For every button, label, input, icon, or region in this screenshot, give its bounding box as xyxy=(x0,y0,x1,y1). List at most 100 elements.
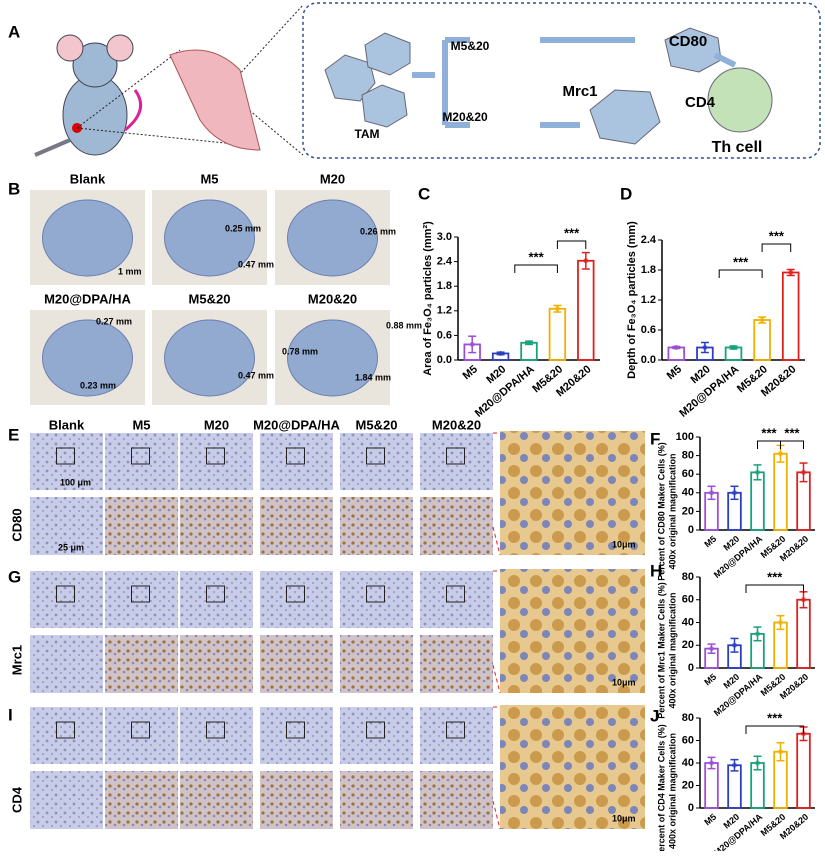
y-tick-label: 0 xyxy=(688,662,694,674)
bar xyxy=(520,341,538,361)
stain-image xyxy=(420,433,493,490)
y-tick-label: 20 xyxy=(682,639,694,651)
y-tick-label: 40 xyxy=(682,616,694,628)
roi-box xyxy=(446,721,465,739)
stain-image xyxy=(340,433,413,490)
stain-image-zoom xyxy=(420,497,493,555)
bar-swatch xyxy=(778,749,783,755)
label: F xyxy=(650,429,660,448)
label: CD4 xyxy=(9,786,24,813)
stain-image-zoom xyxy=(30,771,103,829)
label: 0.26 mm xyxy=(360,226,396,236)
bar-swatch xyxy=(755,469,760,475)
stain-image xyxy=(420,571,493,628)
label: E xyxy=(8,425,19,444)
roi-box xyxy=(286,447,305,465)
bar xyxy=(727,764,742,809)
bar-swatch xyxy=(673,345,679,350)
roi-box xyxy=(206,447,225,465)
y-tick-label: 80 xyxy=(682,712,694,724)
label: M20&20 xyxy=(432,417,481,432)
significance-bracket xyxy=(761,243,792,252)
y-tick-label: 1.8 xyxy=(641,264,656,276)
zoom-image xyxy=(500,705,645,829)
bar-swatch xyxy=(788,270,794,275)
stain-image xyxy=(340,571,413,628)
label: 10μm xyxy=(612,677,636,687)
stain-image xyxy=(180,571,253,628)
stain-image xyxy=(105,571,178,628)
bar-swatch xyxy=(554,306,560,312)
stain-image xyxy=(180,433,253,490)
zoom-image xyxy=(500,431,645,555)
roi-box xyxy=(56,721,75,739)
label: 0.47 mm xyxy=(238,259,274,269)
y-tick-label: 20 xyxy=(682,779,694,791)
label: Th cell xyxy=(712,139,763,156)
y-tick-label: 1.8 xyxy=(437,280,452,292)
label: M5 xyxy=(132,417,150,432)
label: 0.88 mm xyxy=(386,320,422,330)
label: Mrc1 xyxy=(562,83,597,100)
label: *** xyxy=(769,228,785,243)
stain-image-zoom xyxy=(340,497,413,555)
label: Blank xyxy=(70,171,106,186)
zoom-image xyxy=(500,569,645,693)
stain-image-zoom xyxy=(30,635,103,693)
bar xyxy=(548,307,567,361)
y-tick-label: 2.4 xyxy=(437,256,453,268)
label: Blank xyxy=(49,417,85,432)
roi-box xyxy=(446,585,465,603)
label: J xyxy=(650,706,659,725)
y-tick-label: 80 xyxy=(682,450,694,462)
label: *** xyxy=(767,569,783,584)
bar-swatch xyxy=(469,341,475,347)
roi-box xyxy=(131,447,150,465)
label: 0.78 mm xyxy=(282,346,318,356)
y-tick-label: 60 xyxy=(682,594,694,606)
label: *** xyxy=(733,254,749,269)
y-tick-label: 0.6 xyxy=(641,324,656,336)
roi-box xyxy=(131,721,150,739)
stain-image xyxy=(105,707,178,764)
label: M5&20 xyxy=(451,39,490,53)
label: 0.47 mm xyxy=(238,370,274,380)
y-tick-label: 3.0 xyxy=(437,231,452,243)
stain-image xyxy=(180,707,253,764)
roi-box xyxy=(366,721,385,739)
y-tick-label: 20 xyxy=(682,505,694,517)
label: 1 mm xyxy=(118,266,142,276)
label: D xyxy=(620,184,632,203)
stain-image-zoom xyxy=(420,635,493,693)
bar-swatch xyxy=(526,340,532,346)
label: M20@DPA/HA xyxy=(253,417,340,432)
significance-bracket xyxy=(745,725,804,734)
label: 400x original magnification xyxy=(667,453,677,569)
label: H xyxy=(650,561,662,580)
label: 0.23 mm xyxy=(80,380,116,390)
stain-image-zoom xyxy=(180,497,253,555)
label: 10μm xyxy=(612,813,636,823)
zoom-guide xyxy=(492,800,501,830)
stain-image-zoom xyxy=(260,497,333,555)
x-tick-label: M5 xyxy=(702,672,718,688)
stain-image-zoom xyxy=(105,771,178,829)
y-tick-label: 60 xyxy=(682,468,694,480)
label: 1.84 mm xyxy=(355,372,391,382)
label: *** xyxy=(564,225,580,240)
y-tick-label: 0.6 xyxy=(437,329,452,341)
tumor-section xyxy=(287,199,378,277)
bar-swatch xyxy=(731,345,736,350)
roi-box xyxy=(366,585,385,603)
x-tick-label: M5 xyxy=(461,363,480,382)
y-tick-label: 40 xyxy=(682,757,694,769)
bar-swatch xyxy=(498,350,504,356)
stain-image xyxy=(30,433,103,490)
label: CD80 xyxy=(9,508,24,541)
stain-image xyxy=(260,571,333,628)
bar-swatch xyxy=(709,490,714,496)
label: Depth of Fe₃O₄ particles (mm) xyxy=(626,221,638,379)
bar-swatch xyxy=(778,451,783,457)
